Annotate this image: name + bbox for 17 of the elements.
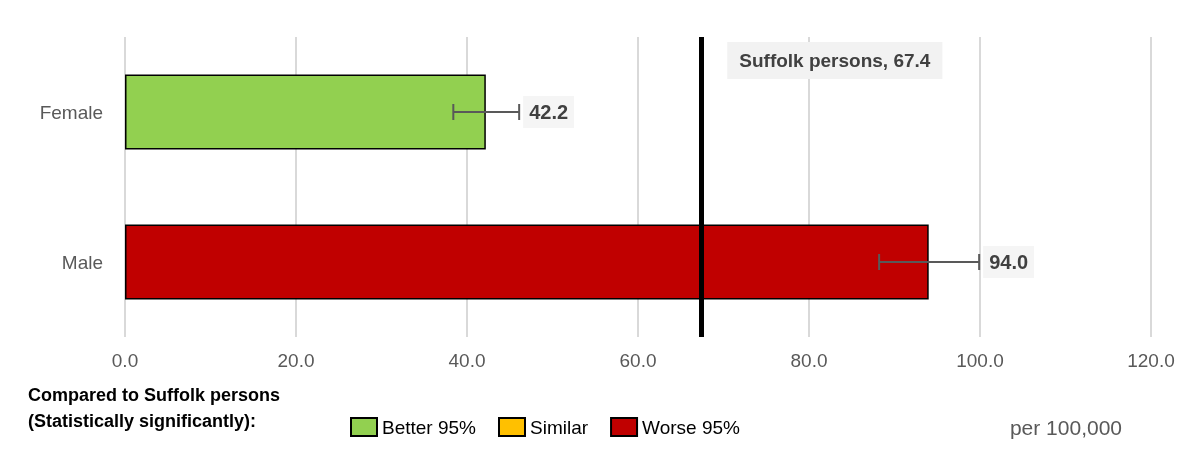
data-label: 42.2 — [529, 101, 569, 123]
y-tick-label: Female — [39, 101, 103, 123]
x-tick-label: 40.0 — [448, 350, 486, 371]
ref-line-label: Suffolk persons, 67.4 — [739, 50, 931, 71]
x-tick-label: 0.0 — [111, 350, 139, 371]
x-axis-title: per 100,000 — [1009, 416, 1123, 439]
legend-label: Better 95% — [382, 416, 477, 438]
data-label: 94.0 — [989, 251, 1029, 273]
y-tick-label: Male — [61, 251, 103, 273]
legend-label: Similar — [530, 416, 589, 438]
legend-label: Worse 95% — [642, 416, 741, 438]
legend-title: Compared to Suffolk persons (Statistically significantly): — [28, 385, 281, 431]
x-tick-label: 100.0 — [956, 350, 1004, 371]
x-tick-label: 120.0 — [1127, 350, 1175, 371]
x-tick-label: 20.0 — [277, 350, 315, 371]
x-tick-label: 80.0 — [790, 350, 828, 371]
x-tick-label: 60.0 — [619, 350, 657, 371]
